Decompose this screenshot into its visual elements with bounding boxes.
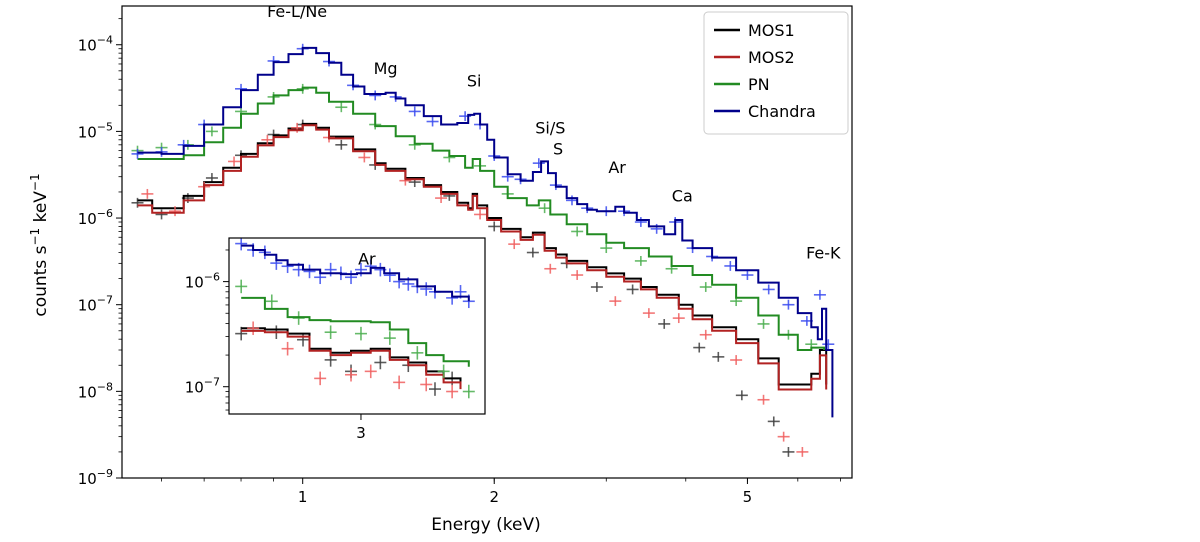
y-tick-label: 10−9 bbox=[78, 467, 113, 488]
model-line bbox=[241, 329, 462, 390]
main-series-chandra bbox=[131, 43, 835, 418]
inset-plot: 3 10−7 10−6 Ar bbox=[185, 237, 486, 442]
x-tick-label: 2 bbox=[489, 488, 499, 506]
annotation-label: Si/S bbox=[535, 118, 565, 137]
legend: MOS1 MOS2 PN Chandra bbox=[703, 11, 849, 135]
model-line bbox=[137, 124, 828, 391]
main-plot-axes: 1 2 5 10−9 10−8 10−7 10−6 10−5 10−4 bbox=[78, 5, 853, 506]
inset-x-tick-label: 3 bbox=[356, 424, 366, 442]
line-annotations: Fe-L/Ne Mg Si Si/S S Ar Ca Fe-K bbox=[267, 2, 841, 263]
legend-label-pn: PN bbox=[748, 75, 770, 94]
y-tick-label: 10−7 bbox=[78, 294, 113, 315]
annotation-label: Ar bbox=[608, 158, 626, 177]
inset-series-pn bbox=[235, 279, 475, 399]
y-tick-label: 10−8 bbox=[78, 380, 113, 401]
y-tick-label: 10−4 bbox=[78, 34, 113, 55]
annotation-label: Fe-L/Ne bbox=[267, 2, 327, 21]
y-tick-label: 10−6 bbox=[78, 207, 113, 228]
annotation-label: Mg bbox=[374, 59, 398, 78]
model-line bbox=[137, 46, 834, 418]
inset-annotation-label: Ar bbox=[358, 250, 376, 269]
main-series-mos2 bbox=[137, 122, 828, 457]
inset-series-chandra bbox=[235, 238, 475, 309]
inset-frame bbox=[228, 237, 486, 415]
inset-background bbox=[229, 238, 485, 414]
inset-y-tick-label: 10−6 bbox=[185, 271, 220, 292]
x-tick-label: 5 bbox=[743, 488, 753, 506]
annotation-label: Si bbox=[467, 71, 482, 90]
y-axis-label: counts s−1 keV−1 bbox=[28, 173, 51, 316]
x-axis-label: Energy (keV) bbox=[431, 515, 541, 535]
main-plot-series bbox=[131, 43, 835, 457]
main-series-pn bbox=[131, 83, 826, 351]
annotation-label: Fe-K bbox=[806, 244, 841, 263]
legend-label-mos1: MOS1 bbox=[748, 21, 795, 40]
y-tick-label: 10−5 bbox=[78, 120, 113, 141]
model-line bbox=[137, 86, 826, 351]
legend-box bbox=[703, 11, 849, 135]
annotation-label: Ca bbox=[672, 187, 693, 206]
legend-label-mos2: MOS2 bbox=[748, 48, 795, 67]
inset-series-mos2 bbox=[241, 321, 462, 399]
annotation-label: S bbox=[553, 140, 563, 159]
model-line bbox=[241, 296, 470, 367]
main-plot-frame bbox=[121, 5, 853, 479]
inset-y-tick-label: 10−7 bbox=[185, 376, 220, 397]
legend-label-chandra: Chandra bbox=[748, 102, 816, 121]
model-line bbox=[241, 244, 470, 302]
x-tick-label: 1 bbox=[298, 488, 308, 506]
